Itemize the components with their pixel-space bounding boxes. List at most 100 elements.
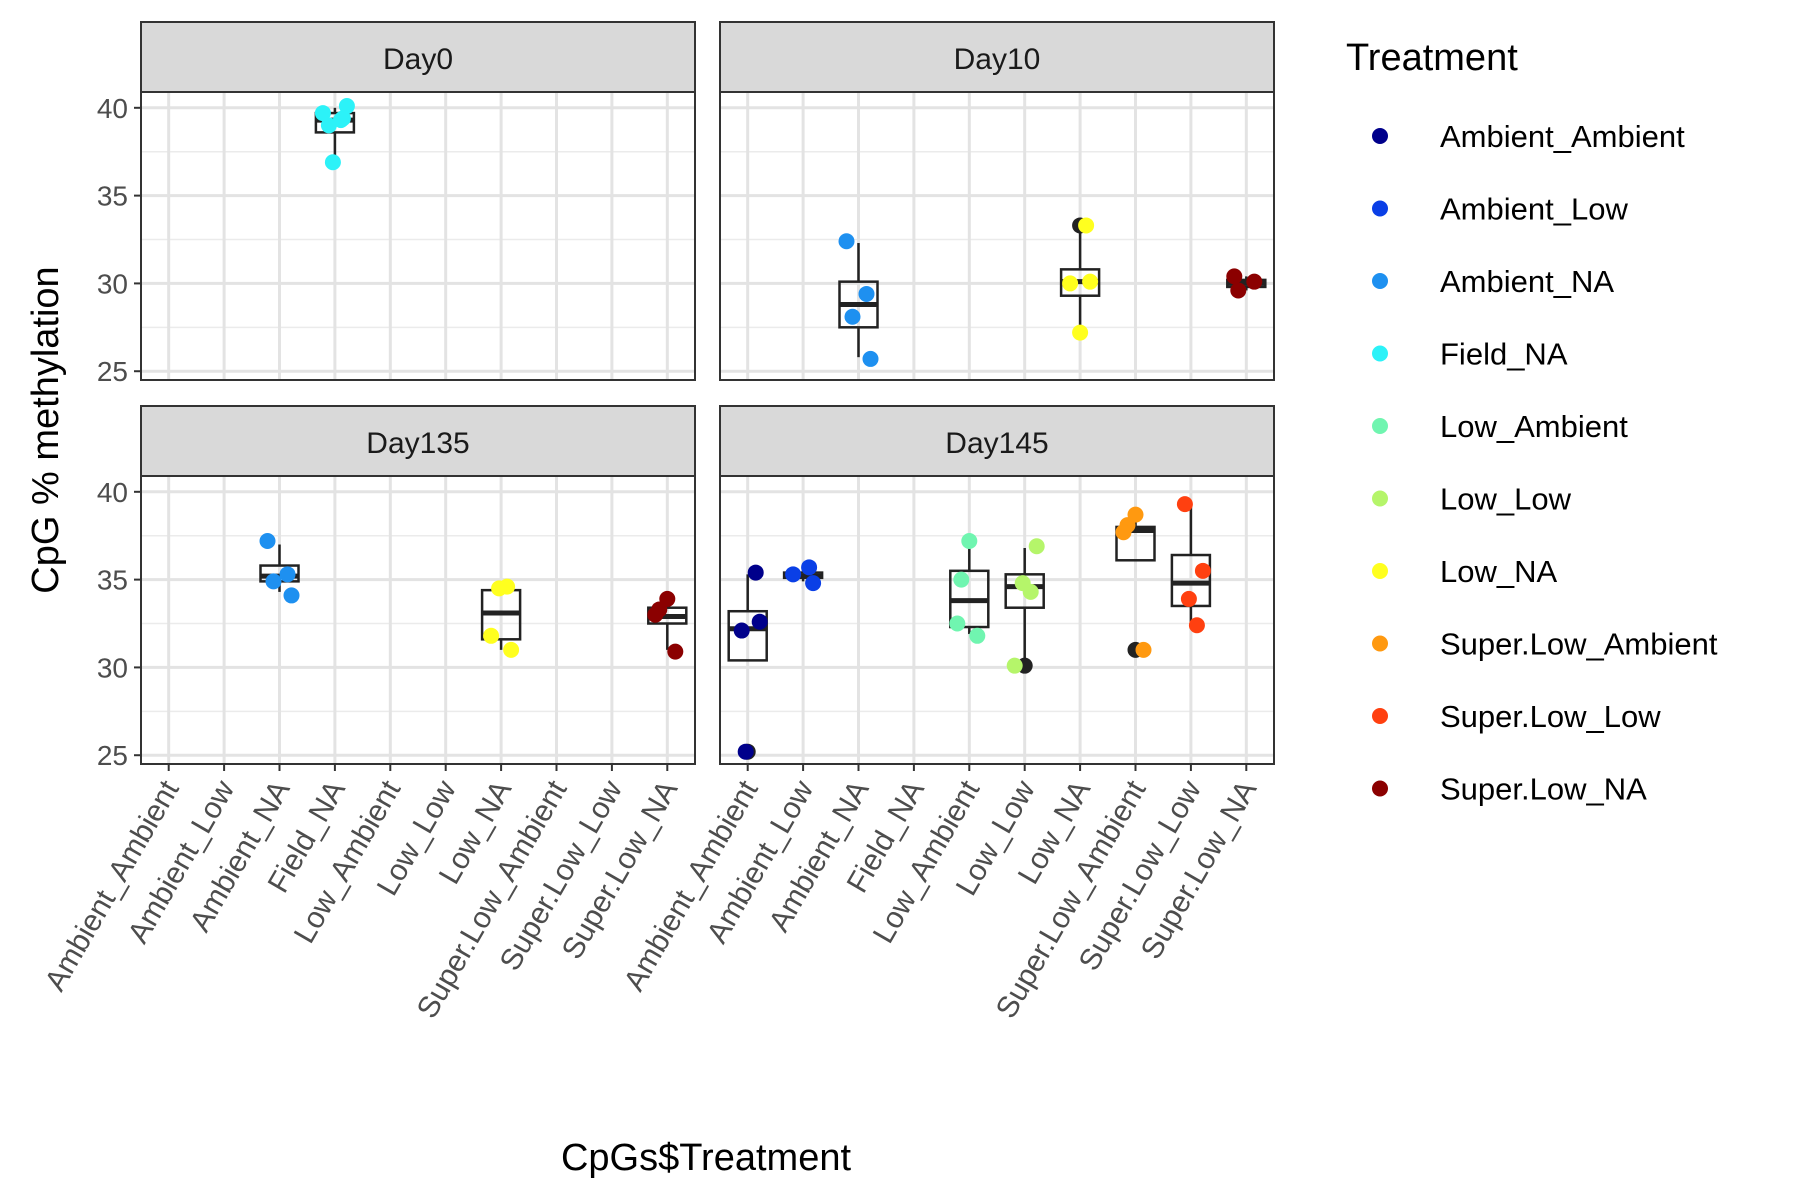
legend-item: Low_Low: [1372, 482, 1572, 517]
data-point: [338, 98, 355, 115]
data-point: [1188, 617, 1205, 634]
legend-item: Ambient_Low: [1372, 192, 1628, 227]
legend-item: Ambient_NA: [1372, 264, 1614, 299]
data-point: [838, 233, 855, 250]
data-point: [647, 606, 664, 623]
data-point: [1082, 273, 1099, 290]
facet-strip-label: Day145: [945, 427, 1048, 460]
panel-border: [140, 91, 696, 381]
legend-key: [1372, 345, 1388, 362]
data-point: [858, 285, 875, 302]
legend-label: Super.Low_NA: [1440, 772, 1647, 807]
legend-label: Ambient_NA: [1440, 264, 1614, 299]
data-point: [751, 613, 768, 630]
facet-panels: Day0 Day10 Day135 Day145: [140, 21, 1275, 765]
legend-item: Super.Low_NA: [1372, 772, 1647, 807]
box-body: [1115, 525, 1156, 562]
facet-strip-label: Day0: [383, 43, 453, 76]
legend-item: Low_Ambient: [1372, 409, 1628, 444]
panel-border: [719, 475, 1275, 765]
data-point: [953, 571, 970, 588]
legend-key: [1372, 635, 1388, 652]
data-point: [1176, 496, 1193, 513]
panel-background: [720, 92, 1274, 380]
panel-border: [719, 91, 1275, 381]
data-point: [733, 622, 750, 639]
box-body: [727, 609, 768, 662]
y-tick-label: 35: [97, 565, 128, 596]
legend-label: Super.Low_Low: [1440, 699, 1661, 734]
facet-panel-day145: Day145: [719, 405, 1275, 765]
data-point: [961, 532, 978, 549]
box-body: [1004, 573, 1045, 609]
panel-background: [141, 92, 695, 380]
data-point: [1062, 275, 1079, 292]
y-tick-label: 40: [97, 477, 128, 508]
data-point: [320, 117, 337, 134]
legend-key: [1372, 563, 1388, 579]
facet-panel-day0: Day0: [140, 21, 696, 381]
y-tick-label: 30: [97, 268, 128, 299]
legend-key: [1372, 780, 1388, 797]
panel-background: [720, 476, 1274, 764]
data-point: [1115, 524, 1132, 541]
legend-key: [1372, 490, 1388, 507]
legend-key: [1372, 200, 1388, 217]
data-point: [1072, 324, 1089, 341]
legend-label: Low_Low: [1440, 482, 1572, 517]
legend-key: [1372, 418, 1388, 434]
data-point: [332, 112, 349, 129]
data-point: [1180, 590, 1197, 607]
legend-key: [1372, 273, 1388, 289]
legend-items: Ambient_Ambient Ambient_Low Ambient_NA Fiel…: [1372, 119, 1718, 807]
legend-item: Field_NA: [1372, 337, 1568, 372]
legend-label: Super.Low_Ambient: [1440, 627, 1718, 662]
data-point: [265, 573, 282, 590]
legend: Treatment Ambient_AmbientAmbient_LowAmbi…: [1346, 37, 1718, 807]
data-point: [1230, 282, 1247, 299]
legend-key: [1372, 708, 1388, 724]
panel-border: [140, 475, 696, 765]
facet-strip: [719, 405, 1275, 477]
data-point: [314, 105, 331, 122]
legend-item: Super.Low_Ambient: [1372, 627, 1718, 662]
data-point: [259, 532, 276, 549]
legend-label: Ambient_Ambient: [1440, 119, 1685, 154]
legend-key: [1372, 128, 1388, 144]
facet-strip: [140, 21, 696, 93]
facet-panel-day10: Day10: [719, 21, 1275, 381]
data-point: [785, 566, 802, 583]
data-point: [1006, 657, 1023, 674]
legend-item: Super.Low_Low: [1372, 699, 1661, 734]
data-point: [1194, 562, 1211, 579]
y-tick-label: 40: [97, 93, 128, 124]
data-point: [1246, 273, 1263, 290]
y-tick-label: 30: [97, 652, 128, 683]
data-point: [805, 575, 822, 592]
data-point: [324, 154, 341, 171]
data-point: [844, 308, 861, 325]
y-axes: 25 30 35 40 25 30 35 40: [97, 93, 141, 771]
data-point: [969, 627, 986, 644]
data-point: [801, 559, 818, 576]
data-point: [1028, 538, 1045, 555]
legend-title: Treatment: [1346, 37, 1518, 79]
data-point: [667, 643, 684, 660]
panel-background: [141, 476, 695, 764]
legend-label: Low_Ambient: [1440, 409, 1628, 444]
data-point: [747, 564, 764, 581]
data-point: [483, 627, 500, 644]
box-ambient-na: [838, 243, 879, 358]
legend-item: Low_NA: [1372, 554, 1557, 589]
data-point: [1078, 217, 1095, 234]
y-tick-label: 25: [97, 356, 128, 387]
data-point: [1135, 641, 1152, 658]
data-point: [862, 350, 879, 367]
legend-label: Ambient_Low: [1440, 192, 1628, 227]
legend-label: Low_NA: [1440, 554, 1557, 589]
x-axis-label: CpGs$Treatment: [561, 1137, 851, 1179]
y-tick-label: 25: [97, 740, 128, 771]
legend-label: Field_NA: [1440, 337, 1568, 372]
data-point: [1226, 268, 1243, 285]
